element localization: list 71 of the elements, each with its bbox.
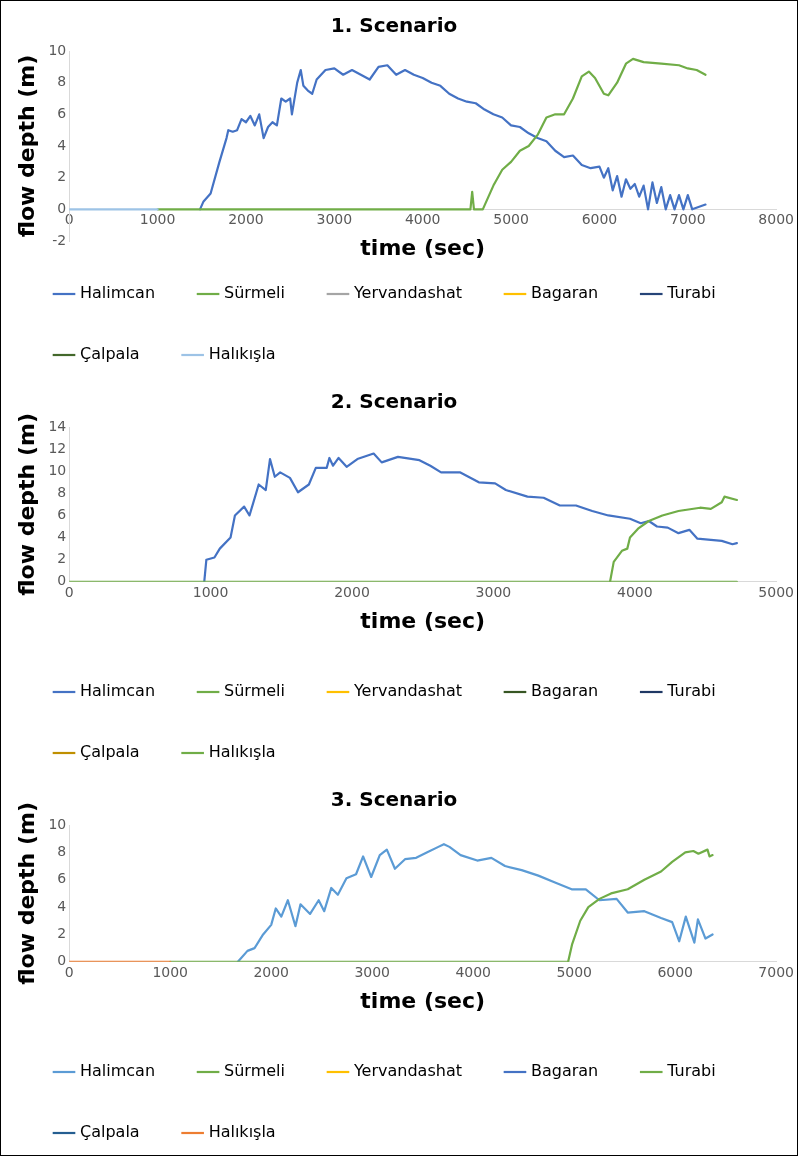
x-tick-label: 3000 xyxy=(475,583,512,600)
y-tick-label: 4 xyxy=(57,897,67,914)
x-tick-label: 1000 xyxy=(139,211,176,228)
x-tick-label: 4000 xyxy=(616,583,653,600)
legend-label: Halimcan xyxy=(80,681,156,701)
x-tick-label: 4000 xyxy=(455,963,492,980)
legend-label: Turabi xyxy=(666,283,716,303)
x-tick-label: 2000 xyxy=(253,963,290,980)
y-tick-label: 2 xyxy=(57,925,67,942)
x-axis-title: time (sec) xyxy=(360,235,486,261)
legend-label: Halıkışla xyxy=(208,1122,276,1142)
x-tick-label: 6000 xyxy=(657,963,694,980)
legend-label: Bagaran xyxy=(530,1061,599,1081)
legend-label: Çalpala xyxy=(80,742,140,762)
y-tick-label: 4 xyxy=(57,528,67,545)
y-tick-label: 0 xyxy=(57,199,67,216)
y-tick-label: 4 xyxy=(57,136,67,153)
legend-label: Turabi xyxy=(666,1061,716,1081)
x-tick-label: 2000 xyxy=(228,211,264,228)
legend-label: Yervandashat xyxy=(352,1061,462,1081)
legend-label: Turabi xyxy=(666,681,716,701)
chart-title: 1. Scenario xyxy=(330,13,458,38)
legend-label: Sürmeli xyxy=(224,1061,285,1081)
legend-label: Bagaran xyxy=(530,283,599,303)
y-tick-label: -2 xyxy=(52,231,67,248)
y-tick-label: 14 xyxy=(48,417,67,434)
x-tick-label: 5000 xyxy=(758,583,795,600)
y-tick-label: 8 xyxy=(57,483,67,500)
y-tick-label: 10 xyxy=(48,461,67,478)
legend-label: Sürmeli xyxy=(224,681,285,701)
chart-title: 3. Scenario xyxy=(330,787,458,812)
chart-title: 2. Scenario xyxy=(330,389,458,414)
legend-label: Sürmeli xyxy=(224,283,285,303)
legend-label: Halıkışla xyxy=(208,742,276,762)
legend-label: Halimcan xyxy=(80,283,156,303)
y-tick-label: 2 xyxy=(57,168,67,185)
x-tick-label: 5000 xyxy=(556,963,593,980)
y-tick-label: 10 xyxy=(48,815,67,832)
x-tick-label: 5000 xyxy=(493,211,529,228)
legend-label: Halimcan xyxy=(80,1061,156,1081)
legend-label: Halıkışla xyxy=(208,344,276,364)
y-axis-title: flow depth (m) xyxy=(13,802,39,985)
y-tick-label: 12 xyxy=(48,439,67,456)
x-axis-title: time (sec) xyxy=(360,607,486,633)
x-tick-label: 1000 xyxy=(192,583,229,600)
y-tick-label: 0 xyxy=(57,952,67,969)
legend-label: Çalpala xyxy=(80,1122,140,1142)
legend-label: Yervandashat xyxy=(352,283,462,303)
x-tick-label: 3000 xyxy=(354,963,391,980)
y-tick-label: 2 xyxy=(57,550,67,567)
x-tick-label: 8000 xyxy=(758,211,795,228)
y-axis-title: flow depth (m) xyxy=(13,54,39,238)
x-tick-label: 1000 xyxy=(152,963,189,980)
legend-label: Çalpala xyxy=(80,344,140,364)
x-tick-label: 2000 xyxy=(334,583,370,600)
y-tick-label: 6 xyxy=(57,870,67,887)
y-tick-label: 8 xyxy=(57,843,67,859)
x-axis-title: time (sec) xyxy=(360,987,486,1013)
y-tick-label: 6 xyxy=(57,506,67,523)
y-tick-label: 10 xyxy=(48,41,67,58)
x-tick-label: 7000 xyxy=(669,211,706,228)
x-tick-label: 4000 xyxy=(404,211,441,228)
x-tick-label: 3000 xyxy=(316,211,353,228)
x-tick-label: 6000 xyxy=(581,211,618,228)
y-tick-label: 0 xyxy=(57,572,67,589)
y-tick-label: 6 xyxy=(57,104,67,121)
y-tick-label: 8 xyxy=(57,73,67,90)
x-tick-label: 7000 xyxy=(758,963,795,980)
legend-label: Bagaran xyxy=(530,681,599,701)
legend-label: Yervandashat xyxy=(352,681,462,701)
y-axis-title: flow depth (m) xyxy=(13,413,39,596)
